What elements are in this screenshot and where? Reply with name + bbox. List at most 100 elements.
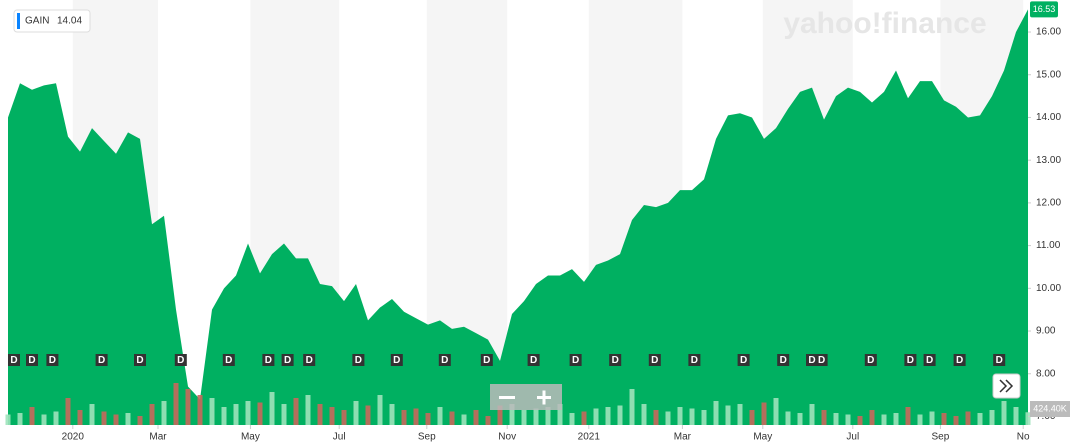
volume-bar: [41, 414, 47, 425]
volume-bar: [605, 407, 611, 425]
volume-bar: [905, 407, 911, 425]
volume-bar: [125, 413, 131, 425]
dividend-marker: [281, 354, 294, 366]
volume-bar: [689, 408, 695, 425]
dividend-label: D: [483, 355, 490, 366]
dividend-label: D: [441, 355, 448, 366]
dividend-marker: [480, 354, 493, 366]
dividend-marker: [864, 354, 877, 366]
volume-bar: [749, 410, 755, 425]
volume-bar: [509, 404, 515, 425]
volume-bar: [89, 404, 95, 425]
volume-bar: [989, 410, 995, 425]
volume-bar: [365, 405, 371, 425]
volume-bar: [941, 413, 947, 425]
volume-bar: [869, 410, 875, 425]
dividend-label: D: [691, 355, 698, 366]
dividend-marker: [95, 354, 108, 366]
y-tick-label: 11.00: [1036, 240, 1061, 251]
dividend-marker: [569, 354, 582, 366]
volume-bar: [329, 407, 335, 425]
volume-bar: [377, 395, 383, 425]
dividend-marker: [815, 354, 828, 366]
dividend-label: D: [284, 355, 291, 366]
dividend-marker: [174, 354, 187, 366]
dividend-label: D: [265, 355, 272, 366]
volume-bar: [845, 414, 851, 425]
scroll-icon: [999, 379, 1014, 393]
volume-bar: [185, 389, 191, 425]
volume-bar: [1013, 407, 1019, 425]
x-tick-label: Sep: [932, 432, 950, 443]
volume-bar: [149, 404, 155, 425]
dividend-marker: [527, 354, 540, 366]
volume-bar: [701, 410, 707, 425]
volume-bar: [797, 413, 803, 425]
dividend-marker: [777, 354, 790, 366]
volume-bar: [437, 407, 443, 425]
plot: [5, 9, 1031, 426]
zoom-in[interactable]: [537, 390, 551, 405]
volume-bar: [173, 383, 179, 425]
dividend-label: D: [956, 355, 963, 366]
volume-bar: [557, 404, 563, 425]
dividend-marker: [688, 354, 701, 366]
dividend-marker: [390, 354, 403, 366]
y-tick-label: 16.00: [1036, 27, 1061, 38]
dividend-label: D: [808, 355, 815, 366]
x-tick-label: May: [241, 432, 260, 443]
last-price: 16.53: [1033, 4, 1056, 14]
volume-bar: [833, 413, 839, 425]
volume-bar: [101, 411, 107, 425]
y-tick-label: 15.00: [1036, 69, 1061, 80]
volume-bar: [761, 402, 767, 425]
volume-bar: [389, 404, 395, 425]
dividend-label: D: [28, 355, 35, 366]
y-tick-label: 8.00: [1036, 368, 1056, 379]
volume-bar: [809, 404, 815, 425]
dividend-label: D: [49, 355, 56, 366]
tag-value: 14.04: [57, 16, 82, 27]
dividend-label: D: [225, 355, 232, 366]
dividend-marker: [46, 354, 59, 366]
volume-bar: [317, 404, 323, 425]
volume-bar: [737, 404, 743, 425]
dividend-marker: [222, 354, 235, 366]
zoom-out[interactable]: [499, 396, 515, 399]
volume-bar: [341, 410, 347, 425]
volume-label: 424.40K: [1033, 403, 1067, 413]
tag-accent: [17, 13, 20, 29]
x-tick-label: Nov: [498, 432, 516, 443]
volume-bar: [293, 398, 299, 425]
last-price-box: [1030, 1, 1058, 18]
volume-bar: [257, 402, 263, 425]
dividend-marker: [806, 354, 818, 366]
volume-bar: [449, 411, 455, 425]
volume-bar: [461, 414, 467, 425]
volume-bar: [977, 413, 983, 425]
volume-bar: [1025, 412, 1031, 425]
volume-bar: [77, 410, 83, 425]
volume-label-box: [1030, 401, 1070, 417]
dividend-marker: [303, 354, 316, 366]
scroll-button[interactable]: [992, 373, 1021, 399]
volume-bar: [629, 389, 635, 425]
volume-bar: [245, 401, 251, 425]
volume-bar: [773, 398, 779, 425]
y-tick-label: 10.00: [1036, 283, 1061, 294]
dividend-marker: [993, 354, 1006, 366]
volume-bar: [5, 414, 11, 425]
volume-bar: [497, 405, 503, 425]
dividend-marker: [134, 354, 146, 366]
volume-bar: [713, 401, 719, 425]
volume-bar: [893, 413, 899, 425]
volume-bar: [473, 410, 479, 425]
dividend-label: D: [530, 355, 537, 366]
dividend-label: D: [907, 355, 914, 366]
volume-bar: [641, 404, 647, 425]
volume-bar: [137, 416, 143, 425]
dividend-marker: [609, 354, 622, 366]
y-tick-label: 14.00: [1036, 112, 1061, 123]
volume-bar: [29, 407, 35, 425]
